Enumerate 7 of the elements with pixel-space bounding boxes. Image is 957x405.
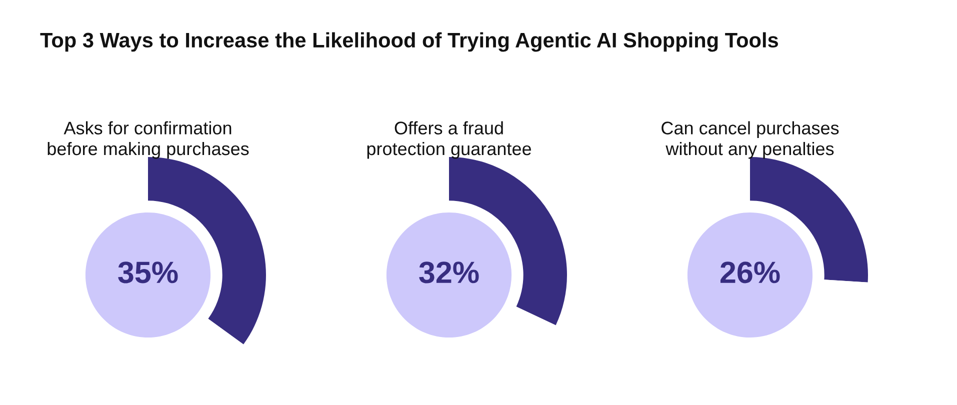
chart-title: Can cancel purchases without any penalties: [662, 121, 839, 159]
text: Top 3 Ways to Increase the Likelihood of Trying Agentic AI Shopping Tools: [40, 32, 778, 52]
chart-title: Asks for confirmation before making purchases: [48, 121, 249, 159]
data-label: 26%: [720, 262, 780, 284]
data-label: 32%: [419, 262, 479, 284]
data-label: 35%: [118, 262, 178, 284]
chart-title: Offers a fraud protection guarantee: [367, 121, 532, 159]
